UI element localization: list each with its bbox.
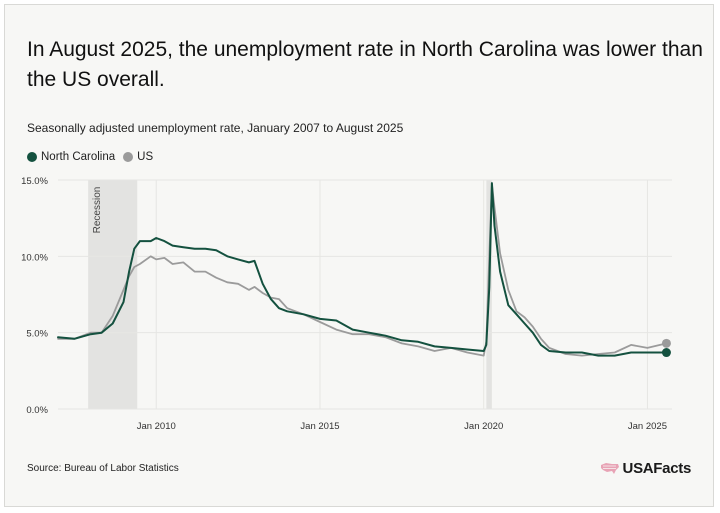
legend-swatch-nc	[27, 152, 37, 162]
chart-subtitle: Seasonally adjusted unemployment rate, J…	[27, 121, 404, 135]
legend-item-nc: North Carolina	[27, 151, 115, 163]
y-tick-label: 5.0%	[26, 329, 48, 340]
y-tick-label: 0.0%	[26, 405, 48, 416]
legend-swatch-us	[123, 152, 134, 162]
x-tick-label: Jan 2010	[137, 421, 176, 432]
y-tick-label: 10.0%	[21, 252, 48, 263]
source-note: Source: Bureau of Labor Statistics	[27, 463, 179, 474]
legend-label-us: US	[137, 151, 154, 163]
endpoint-us	[661, 338, 671, 348]
series-line-north-carolina	[57, 182, 668, 357]
us-map-icon	[600, 463, 619, 474]
x-tick-label: Jan 2025	[628, 421, 667, 432]
endpoint-north-carolina	[661, 348, 671, 358]
recession-label: Recession	[92, 187, 103, 234]
legend: North Carolina US	[27, 151, 153, 163]
series-line-us	[57, 183, 668, 357]
legend-label-nc: North Carolina	[41, 151, 116, 163]
x-tick-label: Jan 2015	[300, 421, 339, 432]
legend-item-us: US	[123, 151, 153, 163]
x-tick-label: Jan 2020	[464, 421, 503, 432]
brand-logo: USAFacts	[600, 460, 691, 477]
y-tick-label: 15.0%	[21, 176, 48, 187]
recession-band	[88, 180, 138, 409]
brand-name: USAFacts	[622, 460, 692, 477]
chart-title: In August 2025, the unemployment rate in…	[27, 38, 703, 91]
